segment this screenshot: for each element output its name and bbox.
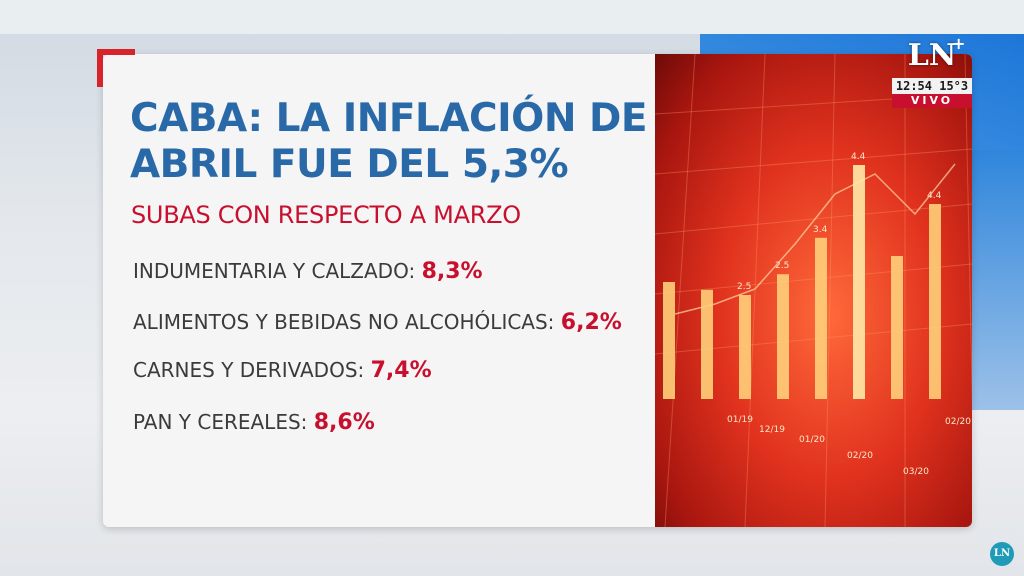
illustration-date-label: 03/20 <box>903 467 929 477</box>
list-item: INDUMENTARIA Y CALZADO: 8,3% <box>133 258 653 285</box>
list-item: ALIMENTOS Y BEBIDAS NO ALCOHÓLICAS: 6,2% <box>133 309 653 336</box>
item-value: 7,4% <box>370 358 432 383</box>
illustration-bar <box>853 165 865 399</box>
live-badge: VIVO <box>892 94 972 108</box>
item-value: 6,2% <box>560 310 622 335</box>
item-label: INDUMENTARIA Y CALZADO: <box>133 259 416 283</box>
illustration-bar <box>929 204 941 399</box>
illustration-date-label: 02/20 <box>847 451 873 461</box>
headline-title-line1: CABA: LA INFLACIÓN DE <box>130 96 648 141</box>
chart-illustration-svg: 2.5 2.5 3.4 4.4 4.4 01/19 12/19 01/20 02/20 03/20… <box>655 54 972 527</box>
chart-illustration: 2.5 2.5 3.4 4.4 4.4 01/19 12/19 01/20 02/20 03/20… <box>655 54 972 527</box>
headline-title: CABA: LA INFLACIÓN DE ABRIL FUE DEL 5,3% <box>130 96 650 188</box>
illustration-bar-label: 2.5 <box>737 282 751 292</box>
item-label: CARNES Y DERIVADOS: <box>133 358 365 382</box>
headline-subtitle: SUBAS CON RESPECTO A MARZO <box>131 201 521 229</box>
headline-title-line2: ABRIL FUE DEL 5,3% <box>130 142 569 187</box>
top-strip <box>0 0 1024 34</box>
illustration-bar-label: 3.4 <box>813 225 828 235</box>
channel-logo: LN + 12:54 15°3 VIVO <box>892 34 972 110</box>
illustration-bar <box>777 274 789 399</box>
channel-logo-text: LN <box>907 38 957 73</box>
illustration-bar <box>663 282 675 399</box>
illustration-date-label: 12/19 <box>759 425 785 435</box>
illustration-bar <box>815 237 827 399</box>
item-value: 8,3% <box>421 259 483 284</box>
corner-logo-icon: LN <box>990 542 1014 566</box>
list-item: CARNES Y DERIVADOS: 7,4% <box>133 357 653 384</box>
item-label: ALIMENTOS Y BEBIDAS NO ALCOHÓLICAS: <box>133 310 555 334</box>
illustration-bar <box>891 256 903 399</box>
illustration-date-label: 01/19 <box>727 415 753 425</box>
illustration-bar-label: 4.4 <box>851 152 866 162</box>
list-item: PAN Y CEREALES: 8,6% <box>133 409 653 436</box>
corner-accent <box>97 49 135 87</box>
illustration-bar-label: 2.5 <box>775 261 789 271</box>
illustration-bar <box>701 289 713 399</box>
time-temperature: 12:54 15°3 <box>892 78 972 94</box>
item-label: PAN Y CEREALES: <box>133 410 308 434</box>
illustration-bar <box>739 295 751 399</box>
illustration-bar-label: 4.4 <box>927 191 942 201</box>
item-value: 8,6% <box>313 410 375 435</box>
channel-logo-plus: + <box>952 34 966 53</box>
illustration-date-label: 02/20 <box>945 417 971 427</box>
illustration-date-label: 01/20 <box>799 435 825 445</box>
